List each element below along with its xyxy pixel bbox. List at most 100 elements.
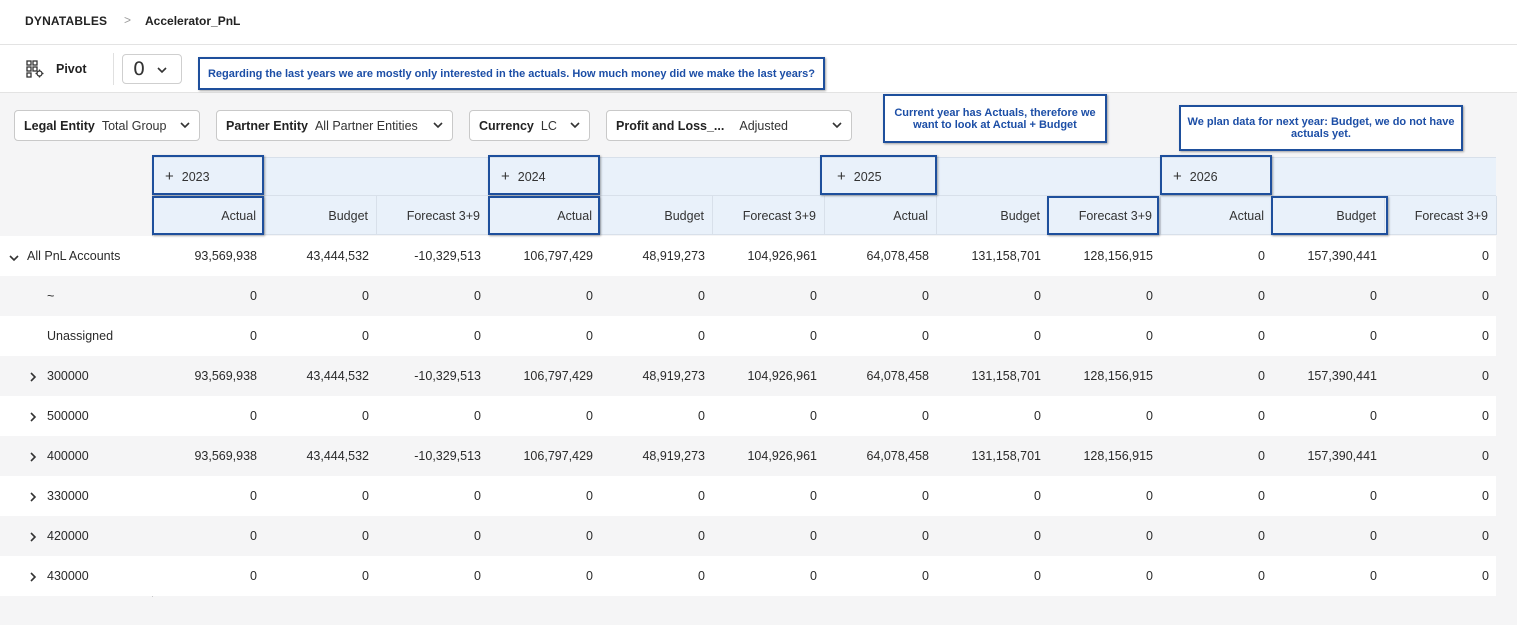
- table-cell[interactable]: 0: [922, 569, 929, 583]
- table-cell[interactable]: 48,919,273: [642, 249, 705, 263]
- table-cell[interactable]: 0: [1370, 329, 1377, 343]
- row-label[interactable]: ~: [0, 276, 152, 316]
- table-cell[interactable]: 93,569,938: [194, 369, 257, 383]
- table-cell[interactable]: 0: [810, 329, 817, 343]
- year-header-2025[interactable]: +2025: [825, 157, 1161, 196]
- expand-plus-icon[interactable]: +: [165, 168, 174, 185]
- table-cell[interactable]: 48,919,273: [642, 449, 705, 463]
- table-cell[interactable]: 0: [1258, 369, 1265, 383]
- table-cell[interactable]: -10,329,513: [414, 449, 481, 463]
- table-cell[interactable]: 131,158,701: [971, 449, 1041, 463]
- table-cell[interactable]: 106,797,429: [523, 249, 593, 263]
- table-cell[interactable]: 0: [1258, 329, 1265, 343]
- table-cell[interactable]: 0: [474, 409, 481, 423]
- measure-header[interactable]: Forecast 3+9: [1385, 196, 1497, 235]
- filter-profit-and-loss[interactable]: Profit and Loss_... Adjusted: [606, 110, 852, 141]
- table-cell[interactable]: 0: [1370, 529, 1377, 543]
- measure-header[interactable]: Actual: [1161, 196, 1273, 235]
- table-cell[interactable]: 104,926,961: [747, 369, 817, 383]
- table-cell[interactable]: 0: [1482, 529, 1489, 543]
- chevron-right-icon[interactable]: [30, 371, 37, 385]
- table-cell[interactable]: 0: [698, 289, 705, 303]
- table-cell[interactable]: 106,797,429: [523, 369, 593, 383]
- table-cell[interactable]: 0: [1146, 569, 1153, 583]
- table-cell[interactable]: 0: [698, 569, 705, 583]
- table-cell[interactable]: 0: [362, 489, 369, 503]
- table-cell[interactable]: 0: [1258, 529, 1265, 543]
- table-cell[interactable]: 0: [1034, 409, 1041, 423]
- table-cell[interactable]: 0: [1482, 449, 1489, 463]
- table-cell[interactable]: 0: [250, 529, 257, 543]
- table-cell[interactable]: 0: [922, 289, 929, 303]
- pivot-button[interactable]: Pivot: [24, 55, 104, 83]
- table-cell[interactable]: 64,078,458: [866, 369, 929, 383]
- table-cell[interactable]: 64,078,458: [866, 449, 929, 463]
- table-cell[interactable]: 93,569,938: [194, 249, 257, 263]
- table-cell[interactable]: 0: [474, 529, 481, 543]
- table-cell[interactable]: 93,569,938: [194, 449, 257, 463]
- expand-plus-icon[interactable]: +: [1173, 168, 1182, 185]
- table-cell[interactable]: 0: [1482, 249, 1489, 263]
- table-cell[interactable]: 0: [362, 409, 369, 423]
- measure-header[interactable]: Actual: [825, 196, 937, 235]
- filter-legal-entity[interactable]: Legal Entity Total Group: [14, 110, 200, 141]
- table-cell[interactable]: 0: [586, 289, 593, 303]
- table-cell[interactable]: 0: [922, 489, 929, 503]
- expand-plus-icon[interactable]: +: [837, 168, 846, 185]
- table-cell[interactable]: 0: [250, 329, 257, 343]
- table-cell[interactable]: 0: [1258, 289, 1265, 303]
- table-cell[interactable]: 0: [1482, 569, 1489, 583]
- measure-header[interactable]: Forecast 3+9: [713, 196, 825, 235]
- table-cell[interactable]: 0: [362, 529, 369, 543]
- year-header-2024[interactable]: +2024: [489, 157, 825, 196]
- table-cell[interactable]: 0: [1370, 489, 1377, 503]
- table-cell[interactable]: 0: [1370, 289, 1377, 303]
- table-cell[interactable]: 131,158,701: [971, 249, 1041, 263]
- measure-header[interactable]: Budget: [937, 196, 1049, 235]
- table-cell[interactable]: 0: [1034, 569, 1041, 583]
- table-cell[interactable]: 0: [1146, 529, 1153, 543]
- table-cell[interactable]: 0: [586, 569, 593, 583]
- table-cell[interactable]: 0: [474, 569, 481, 583]
- count-dropdown[interactable]: 0: [122, 54, 182, 84]
- table-cell[interactable]: 0: [1146, 329, 1153, 343]
- measure-header[interactable]: Forecast 3+9: [377, 196, 489, 235]
- table-cell[interactable]: 64,078,458: [866, 249, 929, 263]
- table-cell[interactable]: 0: [810, 569, 817, 583]
- table-cell[interactable]: 0: [586, 489, 593, 503]
- table-cell[interactable]: 0: [810, 489, 817, 503]
- table-cell[interactable]: 157,390,441: [1307, 249, 1377, 263]
- table-cell[interactable]: 0: [1034, 489, 1041, 503]
- year-header-2026[interactable]: +2026: [1161, 157, 1497, 196]
- table-cell[interactable]: 0: [362, 289, 369, 303]
- table-cell[interactable]: 131,158,701: [971, 369, 1041, 383]
- measure-header[interactable]: Forecast 3+9: [1049, 196, 1161, 235]
- table-cell[interactable]: 0: [922, 529, 929, 543]
- table-cell[interactable]: 0: [698, 529, 705, 543]
- table-cell[interactable]: 48,919,273: [642, 369, 705, 383]
- table-cell[interactable]: 0: [1146, 489, 1153, 503]
- table-cell[interactable]: 0: [1258, 569, 1265, 583]
- row-label[interactable]: 330000: [0, 476, 152, 516]
- measure-header[interactable]: Budget: [265, 196, 377, 235]
- table-cell[interactable]: 43,444,532: [306, 249, 369, 263]
- table-cell[interactable]: 0: [474, 489, 481, 503]
- row-label[interactable]: 430000: [0, 556, 152, 596]
- table-cell[interactable]: 157,390,441: [1307, 369, 1377, 383]
- row-label[interactable]: 300000: [0, 356, 152, 396]
- table-cell[interactable]: 128,156,915: [1083, 249, 1153, 263]
- measure-header[interactable]: Actual: [489, 196, 601, 235]
- table-cell[interactable]: 0: [1482, 369, 1489, 383]
- table-cell[interactable]: 0: [250, 569, 257, 583]
- table-cell[interactable]: 0: [1146, 409, 1153, 423]
- row-label[interactable]: 500000: [0, 396, 152, 436]
- table-cell[interactable]: 0: [1146, 289, 1153, 303]
- table-cell[interactable]: 0: [250, 289, 257, 303]
- table-cell[interactable]: 0: [474, 289, 481, 303]
- table-cell[interactable]: 0: [250, 409, 257, 423]
- chevron-right-icon[interactable]: [30, 411, 37, 425]
- table-cell[interactable]: 0: [586, 529, 593, 543]
- table-cell[interactable]: 0: [1258, 249, 1265, 263]
- table-cell[interactable]: 0: [1482, 329, 1489, 343]
- table-cell[interactable]: 0: [586, 329, 593, 343]
